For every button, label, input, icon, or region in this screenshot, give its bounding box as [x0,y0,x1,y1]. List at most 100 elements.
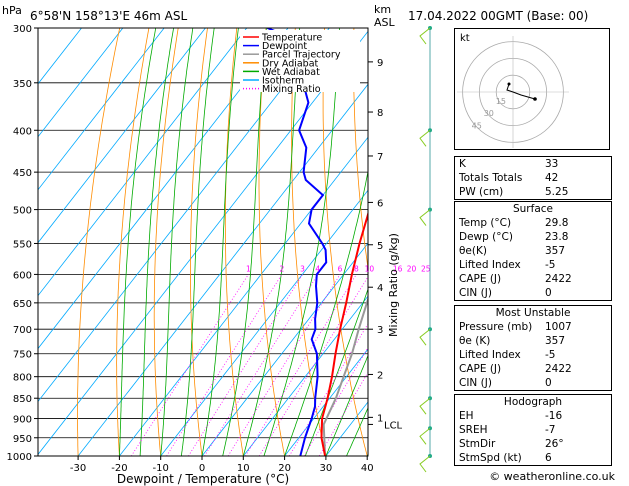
isotherm [38,28,330,403]
most-unstable-box: Most Unstable Pressure (mb) 1007 θe (K) 357… [454,305,612,391]
surface-row: CAPE (J) 2422 [455,272,611,286]
surface-value: 2422 [545,273,572,285]
legend-entry: Dewpoint [262,41,307,52]
most-unstable-value: 0 [545,377,552,389]
pressure-tick-label: 1000 [7,452,32,463]
pressure-tick-label: 950 [13,434,32,445]
index-row: K 33 [455,157,611,171]
surface-box: Surface Temp (°C) 29.8 Dewp (°C) 23.8 θe(K) 3… [454,201,612,301]
most-unstable-value: 2422 [545,363,572,375]
index-value: 33 [545,158,559,170]
altitude-tick-label: 2 [377,370,383,381]
surface-value: 0 [545,287,552,299]
temperature-line [320,210,368,456]
station-title: 6°58'N 158°13'E 46m ASL [30,9,187,23]
mixing-ratio-label: 2 [279,264,284,273]
legend-entry: Isotherm [262,76,304,87]
most-unstable-label: CAPE (J) [459,363,502,375]
hodograph-ring-label: 45 [472,121,482,130]
hodograph-ring-label: 30 [484,109,494,118]
hodograph-table-title: Hodograph [503,396,563,408]
wet-adiabat [304,287,368,456]
surface-label: CAPE (J) [459,273,502,285]
index-row: Totals Totals 42 [455,171,611,185]
parcel-trajectory-line [322,296,368,456]
mixing-ratio-line [166,274,283,456]
pressure-tick-label: 550 [13,239,32,250]
footer-credit: © weatheronline.co.uk [489,470,615,483]
hodograph-trace [506,83,536,100]
hodograph-point [507,82,511,86]
hodograph-param-row: StmDir 26° [455,437,611,451]
legend-entry: Mixing Ratio [262,84,321,95]
surface-value: 29.8 [545,217,569,229]
hodograph-param-label: EH [459,410,474,422]
most-unstable-value: 1007 [545,321,572,333]
hodograph-point [533,97,537,101]
wind-barb [419,427,431,445]
index-label: PW (cm) [459,186,504,198]
hodograph-param-value: -7 [545,424,556,436]
dry-adiabat [224,28,244,456]
isotherm [38,30,368,456]
hodograph: kt 45 30 15 [454,28,610,150]
pressure-tick-label: 350 [13,79,32,90]
index-value: 5.25 [545,186,569,198]
hodograph-param-row: SREH -7 [455,423,611,437]
pressure-tick-label: 500 [13,206,32,217]
plot-frame [37,27,369,457]
surface-row: Temp (°C) 29.8 [455,216,611,230]
wind-barb [419,455,431,473]
isotherm [242,295,368,456]
asl-label: ASL [374,16,396,29]
altitude-tick-label: 8 [377,108,383,119]
wind-barb [419,27,431,45]
hodograph-param-label: SREH [459,424,488,436]
hodograph-table-box: Hodograph EH -16 SREH -7 StmDir 26° StmSpd (kt… [454,394,612,466]
index-label: Totals Totals [459,172,523,184]
wind-barbs [419,26,432,473]
legend-entry: Temperature [261,33,322,44]
axes: 3003504004505005506006507007508008509009… [7,24,431,474]
pressure-tick-label: 450 [13,168,32,179]
wind-barb [419,397,431,415]
dry-adiabat [353,28,368,272]
mixing-ratio-axis-label: Mixing Ratio (g/kg) [387,233,400,337]
hodograph-param-label: StmDir [459,438,496,450]
altitude-tick-label: 1 [377,413,383,424]
most-unstable-row: θe (K) 357 [455,334,611,348]
dry-adiabat [116,28,150,456]
altitude-tick-label: 9 [377,58,383,69]
wind-barb [419,328,431,346]
dry-adiabat [291,28,327,456]
temperature-tick-label: -20 [111,463,127,474]
hodograph-ring-label: 15 [496,97,506,106]
surface-row: Dewp (°C) 23.8 [455,230,611,244]
hodograph-param-label: StmSpd (kt) [459,452,522,464]
isotherm [201,242,368,456]
wet-adiabat [139,28,174,456]
temperature-tick-label: 10 [237,463,250,474]
index-label: K [459,158,466,170]
mixing-ratio-label: 3 [300,264,305,273]
lcl-label: LCL [384,420,403,431]
x-axis-label: Dewpoint / Temperature (°C) [117,472,289,486]
pressure-tick-label: 300 [13,24,32,35]
dry-adiabat [77,28,121,456]
dry-adiabat [617,28,629,456]
mixing-ratio-line [227,274,341,456]
mixing-ratio-label: 16 [393,264,403,273]
surface-label: Lifted Index [459,259,521,271]
mixing-ratio-line [130,274,249,456]
most-unstable-title: Most Unstable [495,307,571,319]
wet-adiabat [346,407,368,456]
surface-label: Temp (°C) [459,217,512,229]
mixing-ratio-label: 6 [338,264,343,273]
wet-adiabat [263,28,340,456]
pressure-tick-label: 600 [13,270,32,281]
hodograph-param-value: 6 [545,452,552,464]
isotherm [38,28,206,244]
altitude-tick-label: 7 [377,152,383,163]
dry-adiabat [258,28,285,456]
